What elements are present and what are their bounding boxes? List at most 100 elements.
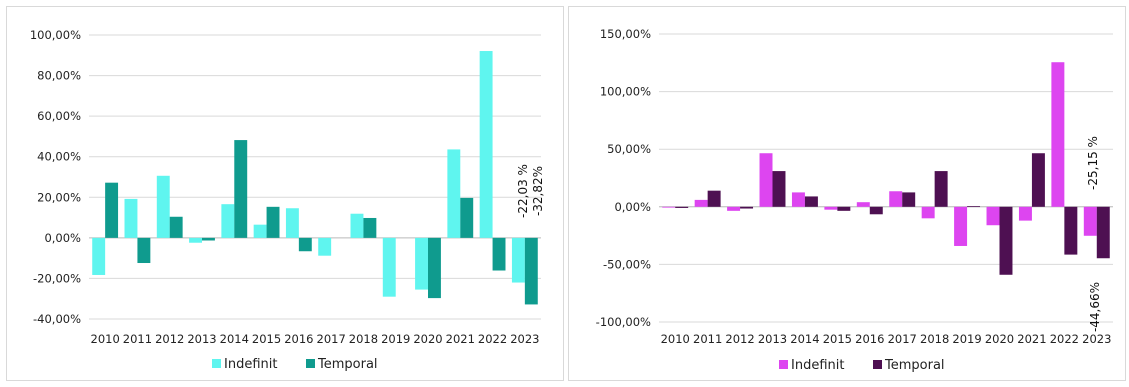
x-tick-label: 2018 — [349, 332, 378, 346]
bar-indefinit-2019 — [382, 237, 396, 297]
legend-swatch — [306, 359, 315, 368]
legend-label: Temporal — [884, 358, 945, 373]
y-tick-label: 0,00% — [614, 200, 651, 214]
y-tick-label: -20,00% — [33, 271, 81, 285]
data-label: -32,82% — [531, 166, 545, 216]
x-tick-label: 2012 — [725, 332, 754, 346]
legend-swatch — [873, 360, 882, 369]
bar-indefinit-2013 — [189, 237, 202, 243]
x-tick-label: 2017 — [888, 332, 917, 346]
y-tick-label: 50,00% — [607, 142, 651, 156]
bar-indefinit-2014 — [221, 204, 235, 238]
x-tick-label: 2021 — [446, 332, 475, 346]
y-tick-label: 100,00% — [30, 28, 81, 42]
x-tick-label: 2017 — [317, 332, 346, 346]
bar-temporal-2021 — [460, 197, 474, 238]
x-tick-label: 2019 — [952, 332, 981, 346]
bar-temporal-2015 — [266, 206, 280, 238]
bar-indefinit-2020 — [986, 206, 1000, 226]
legend-swatch — [779, 360, 788, 369]
chart-left: -40,00% -20,00% 0,00% 20,00% 40,00% 60,00% 80,… — [30, 28, 545, 372]
bar-temporal-2011 — [707, 190, 721, 207]
data-label: -25,15 % — [1086, 136, 1100, 190]
chart-right-panel: -100,00% -50,00% 0,00% 50,00% 100,00% 150,00%… — [568, 6, 1126, 381]
bar-indefinit-2019 — [954, 206, 968, 246]
legend-label: Indefinit — [791, 358, 844, 373]
bar-indefinit-2021 — [1018, 206, 1032, 221]
bar-temporal-2020 — [999, 206, 1013, 275]
bar-indefinit-2022 — [479, 51, 493, 238]
x-tick-label: 2014 — [790, 332, 819, 346]
y-tick-label: 0,00% — [44, 231, 81, 245]
bar-temporal-2015 — [837, 206, 851, 211]
y-tick-label: 80,00% — [37, 69, 81, 83]
x-tick-label: 2011 — [123, 332, 152, 346]
y-tick-label: 60,00% — [37, 109, 81, 123]
x-tick-label: 2012 — [155, 332, 184, 346]
x-tick-label: 2013 — [187, 332, 216, 346]
bar-indefinit-2010 — [662, 206, 676, 208]
x-tick-label: 2023 — [1082, 332, 1111, 346]
x-tick-label: 2015 — [252, 332, 281, 346]
bar-indefinit-2018 — [921, 206, 935, 219]
legend: Indefinit Temporal — [779, 358, 945, 373]
bar-temporal-2012 — [740, 206, 754, 209]
x-tick-label: 2015 — [823, 332, 852, 346]
bar-indefinit-2015 — [253, 224, 267, 238]
y-tick-label: 40,00% — [37, 150, 81, 164]
bar-temporal-2010 — [675, 206, 689, 208]
bar-temporal-2020 — [428, 237, 441, 299]
x-tick-label: 2011 — [693, 332, 722, 346]
bar-temporal-2021 — [1031, 153, 1045, 207]
x-tick-label: 2020 — [985, 332, 1014, 346]
x-tick-label: 2023 — [510, 332, 539, 346]
legend-label: Indefinit — [224, 357, 277, 372]
x-tick-label: 2020 — [413, 332, 442, 346]
x-tick-label: 2010 — [91, 332, 120, 346]
y-tick-label: -50,00% — [603, 257, 651, 271]
chart-right: -100,00% -50,00% 0,00% 50,00% 100,00% 150,00%… — [596, 27, 1113, 373]
bar-temporal-2018 — [363, 217, 377, 238]
legend-swatch — [212, 359, 221, 368]
bar-indefinit-2012 — [156, 175, 170, 238]
bar-indefinit-2012 — [727, 206, 741, 211]
x-tick-label: 2018 — [920, 332, 949, 346]
bar-temporal-2023 — [524, 237, 538, 305]
y-tick-label: -40,00% — [33, 312, 81, 326]
y-tick-label: 150,00% — [600, 27, 651, 41]
bar-indefinit-2011 — [124, 198, 138, 238]
x-tick-label: 2013 — [758, 332, 787, 346]
bar-indefinit-2018 — [350, 213, 364, 238]
x-tick-label: 2022 — [478, 332, 507, 346]
bar-indefinit-2014 — [791, 192, 805, 207]
bar-temporal-2014 — [234, 140, 248, 238]
data-label: -22,03 % — [516, 164, 530, 218]
bar-indefinit-2022 — [1051, 62, 1065, 207]
bar-temporal-2013 — [202, 237, 215, 241]
y-axis-ticks: -100,00% -50,00% 0,00% 50,00% 100,00% 150,00% — [596, 27, 1113, 329]
bar-temporal-2013 — [772, 171, 786, 207]
y-axis-ticks: -40,00% -20,00% 0,00% 20,00% 40,00% 60,00% 80,… — [30, 28, 541, 326]
legend-label: Temporal — [317, 357, 378, 372]
bars — [662, 62, 1110, 275]
bar-indefinit-2016 — [856, 202, 870, 207]
bar-temporal-2014 — [804, 196, 818, 207]
x-tick-label: 2016 — [855, 332, 884, 346]
x-tick-label: 2016 — [284, 332, 313, 346]
bar-indefinit-2010 — [92, 237, 106, 275]
x-tick-label: 2014 — [220, 332, 249, 346]
bar-indefinit-2020 — [415, 237, 428, 290]
bar-temporal-2017 — [902, 192, 916, 207]
bar-indefinit-2023 — [511, 237, 525, 283]
bar-temporal-2011 — [137, 237, 151, 264]
y-tick-label: 100,00% — [600, 85, 651, 99]
y-tick-label: -100,00% — [596, 315, 651, 329]
x-axis-labels: 2010 2011 2012 2013 2014 2015 2016 2017 2018 2019… — [661, 332, 1112, 346]
bar-indefinit-2023 — [1083, 206, 1097, 236]
bar-temporal-2016 — [869, 206, 883, 215]
bar-indefinit-2015 — [824, 206, 838, 210]
data-label: -44,66% — [1088, 282, 1102, 332]
bar-temporal-2012 — [169, 216, 183, 238]
bar-temporal-2016 — [298, 237, 312, 252]
bar-temporal-2022 — [492, 237, 506, 271]
